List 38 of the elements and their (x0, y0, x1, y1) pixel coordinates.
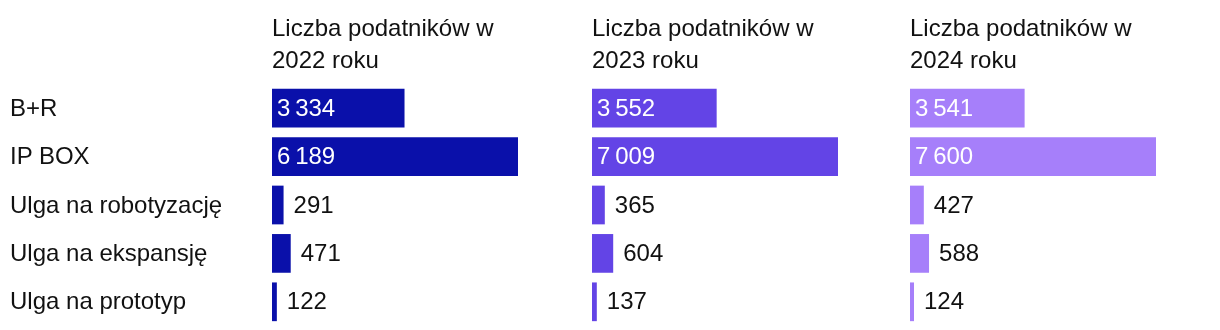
data-label: 3 334 (277, 93, 336, 121)
data-label: 3 552 (597, 93, 656, 121)
bar (592, 88, 717, 128)
data-label: 365 (614, 190, 655, 218)
data-label: 3 541 (915, 93, 974, 121)
bar (910, 234, 930, 273)
data-label: 604 (623, 239, 664, 267)
bar (592, 234, 614, 273)
bar (272, 137, 518, 176)
data-label: 291 (293, 190, 334, 218)
data-label: 427 (933, 190, 974, 218)
chart-title: Liczba podatników w 2022 roku (272, 13, 495, 75)
bar (272, 185, 284, 225)
bar (592, 185, 605, 225)
data-label: 6 189 (277, 142, 336, 170)
bar (272, 282, 277, 322)
data-label: 7 009 (597, 142, 656, 170)
bar (910, 282, 915, 322)
data-label: 137 (606, 287, 647, 315)
y-tick-label: IP BOX (10, 142, 90, 170)
y-tick-label: Ulga na prototyp (10, 287, 187, 315)
data-label: 122 (286, 287, 327, 315)
bar (910, 185, 924, 225)
y-tick-label: Ulga na ekspansję (10, 239, 208, 267)
y-tick-label: Ulga na robotyzację (10, 190, 223, 218)
bar (592, 282, 597, 322)
y-tick-label: B+R (10, 93, 58, 121)
data-label: 471 (300, 239, 341, 267)
bar (910, 137, 1156, 176)
data-label: 588 (939, 239, 980, 267)
data-label: 7 600 (915, 142, 974, 170)
bar (272, 234, 291, 273)
data-label: 124 (924, 287, 965, 315)
bar (272, 88, 405, 128)
chart-title: Liczba podatników w 2024 roku (910, 13, 1133, 75)
bar (592, 137, 838, 176)
chart-title: Liczba podatników w 2023 roku (592, 13, 815, 75)
bar (910, 88, 1025, 128)
